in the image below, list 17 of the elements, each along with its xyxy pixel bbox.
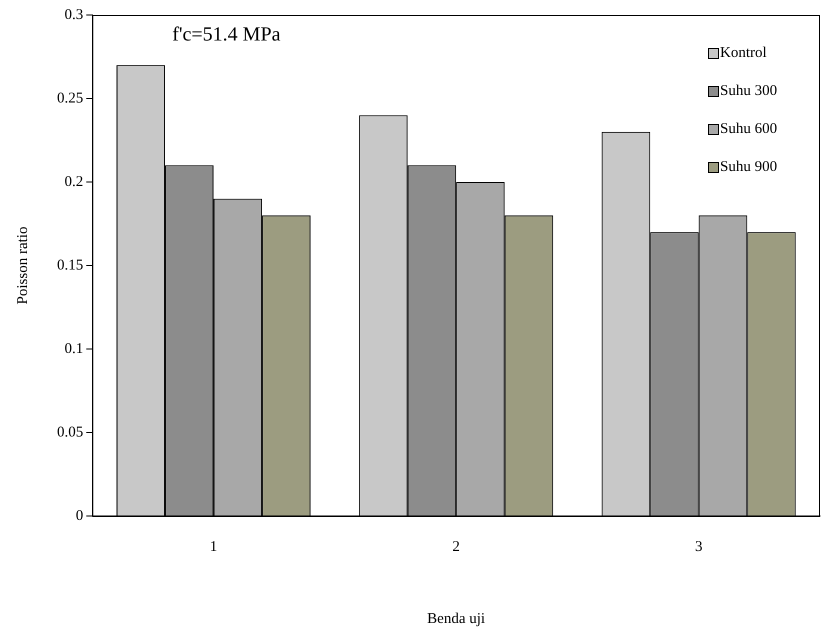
x-tick-label: 1 bbox=[210, 538, 218, 555]
legend-label: Suhu 300 bbox=[720, 82, 778, 99]
legend-label: Suhu 900 bbox=[720, 158, 778, 175]
y-tick-label: 0 bbox=[76, 508, 84, 524]
x-tick-label: 2 bbox=[452, 538, 460, 555]
legend-label: Suhu 600 bbox=[720, 120, 778, 137]
y-tick-label: 0.2 bbox=[64, 174, 84, 190]
x-axis-title: Benda uji bbox=[427, 610, 486, 627]
annotation: f'c=51.4 MPa bbox=[172, 23, 281, 46]
y-tick-label: 0.25 bbox=[57, 90, 84, 106]
y-tick-label: 0.1 bbox=[64, 340, 84, 357]
y-tick-label: 0.05 bbox=[57, 424, 84, 440]
y-tick-label: 0.15 bbox=[57, 257, 84, 274]
y-tick-label: 0.3 bbox=[64, 6, 84, 23]
x-tick-label: 3 bbox=[694, 538, 702, 555]
legend-label: Kontrol bbox=[720, 44, 767, 61]
y-axis-title: Poisson ratio bbox=[14, 226, 31, 304]
